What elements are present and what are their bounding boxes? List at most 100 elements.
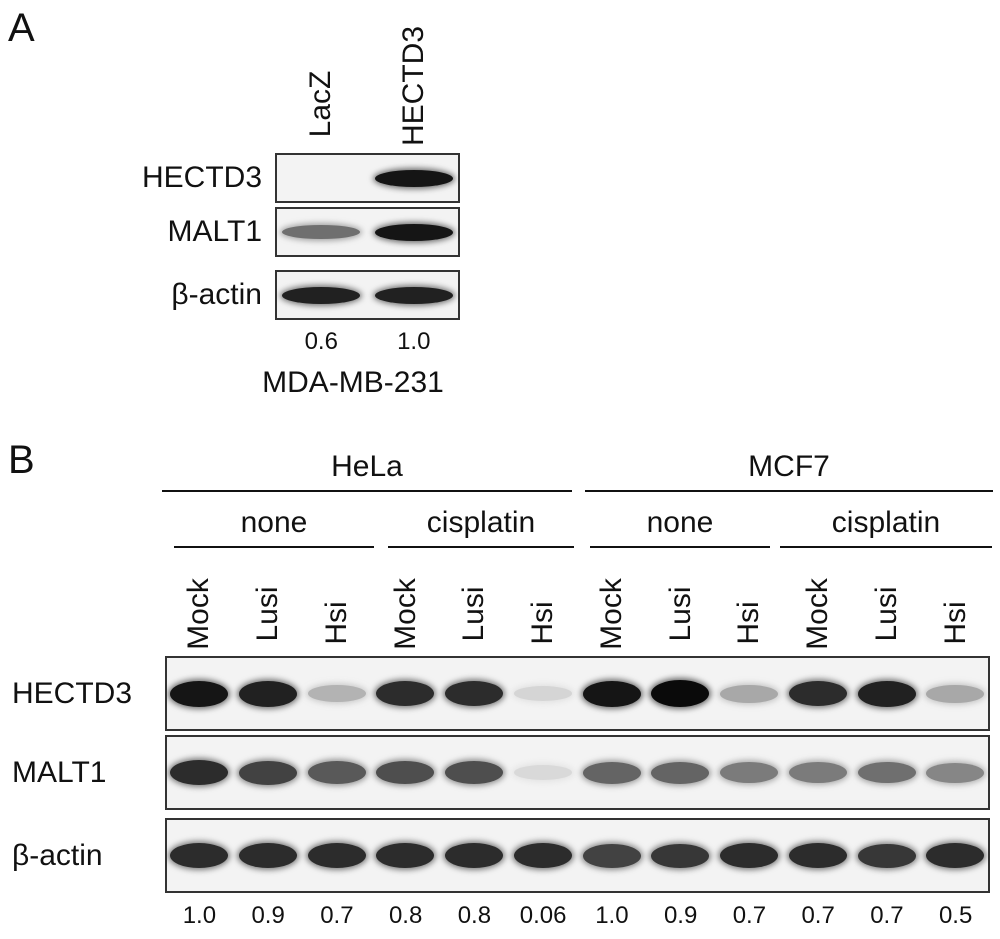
panel-a-row-label: MALT1 <box>167 215 262 248</box>
panel-b-lane <box>234 820 303 891</box>
panel-b-band <box>170 681 228 707</box>
panel-b-quant-value: 0.7 <box>870 902 904 929</box>
panel-b-quant-value: 1.0 <box>595 902 629 929</box>
panel-b-band <box>788 762 847 783</box>
panel-b-band <box>651 762 710 784</box>
panel-a-lane <box>277 272 368 318</box>
panel-b-blot-strip <box>165 735 990 810</box>
panel-a-letter: A <box>8 6 35 50</box>
panel-b-lane <box>440 820 509 891</box>
panel-b-band <box>376 681 435 706</box>
panel-b-lane-label: Lusi <box>251 586 285 642</box>
panel-b-lane <box>303 820 372 891</box>
panel-b-lane-label: Lusi <box>457 586 491 642</box>
panel-b-lane <box>784 737 853 808</box>
panel-b-band <box>238 681 297 707</box>
panel-b-band <box>582 681 641 707</box>
panel-b-lane-label: Hsi <box>938 600 972 645</box>
panel-a-lane <box>277 209 368 255</box>
panel-b-lane <box>646 820 715 891</box>
panel-b-quant-value: 0.06 <box>519 902 567 929</box>
panel-b-lane <box>853 658 922 729</box>
panel-b-quant-value: 0.7 <box>320 902 354 929</box>
panel-b-lane <box>715 820 784 891</box>
panel-b-band <box>307 761 366 784</box>
panel-b-band <box>857 762 916 783</box>
panel-a-row-label: β-actin <box>171 278 262 311</box>
panel-b-lane <box>234 737 303 808</box>
panel-b-quant-value: 0.7 <box>801 902 835 929</box>
panel-b-treatment-bracket <box>780 546 992 548</box>
panel-a-lane-label: LacZ <box>304 70 338 138</box>
panel-b-lane-label: Lusi <box>869 586 903 642</box>
panel-a-blot-strip <box>275 207 460 257</box>
panel-b-lane-label: Hsi <box>526 600 560 645</box>
panel-b-band <box>651 844 710 868</box>
panel-b-lane <box>509 820 578 891</box>
panel-b-lane <box>646 737 715 808</box>
panel-b-lane <box>234 658 303 729</box>
panel-b-treatment-label: cisplatin <box>831 506 941 539</box>
panel-b-lane <box>578 658 647 729</box>
panel-a-band <box>282 225 360 239</box>
panel-b-band <box>926 843 985 868</box>
panel-b-row-label: β-actin <box>12 838 103 872</box>
panel-b-lane <box>921 737 988 808</box>
panel-b-band <box>720 685 778 703</box>
panel-b-band <box>445 761 503 784</box>
panel-b-lane <box>646 658 715 729</box>
panel-b-quant-value: 0.9 <box>663 902 698 929</box>
panel-b-treatment-bracket <box>174 546 374 548</box>
panel-b-lane <box>715 658 784 729</box>
panel-b-row-label: HECTD3 <box>12 676 133 710</box>
panel-b-lane <box>578 820 647 891</box>
panel-b-band <box>857 844 916 868</box>
panel-b-lane <box>853 737 922 808</box>
panel-b-treatment-label: none <box>646 506 714 539</box>
panel-b-lane <box>578 737 647 808</box>
panel-b-quant-value: 0.5 <box>938 902 973 929</box>
panel-b-lane <box>921 658 988 729</box>
panel-a-band <box>282 287 360 304</box>
panel-b-lane-label: Mock <box>388 578 422 650</box>
panel-b-lane <box>167 658 234 729</box>
panel-b-lane <box>784 658 853 729</box>
panel-b-quant-value: 0.7 <box>732 902 767 929</box>
panel-b-treatment-label: cisplatin <box>426 506 536 539</box>
panel-a-lane-label: HECTD3 <box>396 25 430 147</box>
panel-b-lane <box>371 737 440 808</box>
panel-a-band <box>374 287 453 304</box>
panel-b-lane <box>921 820 988 891</box>
panel-b-quant-value: 0.9 <box>251 902 285 929</box>
panel-b-band <box>788 843 847 868</box>
panel-b-band <box>582 762 641 784</box>
panel-b-band <box>788 681 847 706</box>
panel-b-quant-value: 0.8 <box>388 902 423 929</box>
panel-a-cell-line: MDA-MB-231 <box>262 366 444 399</box>
panel-a-blot-strip <box>275 270 460 320</box>
panel-b-treatment-bracket <box>388 546 574 548</box>
panel-b-band <box>582 844 641 868</box>
panel-a-lane <box>368 272 459 318</box>
panel-b-band <box>445 843 503 868</box>
panel-b-cell-line-bracket <box>162 490 572 492</box>
panel-b-lane <box>371 820 440 891</box>
panel-b-band <box>307 843 366 868</box>
panel-b-lane-label: Mock <box>801 578 835 650</box>
panel-a-quant-value: 1.0 <box>397 328 431 355</box>
panel-b-quant-value: 0.8 <box>457 902 492 929</box>
panel-b-lane <box>784 820 853 891</box>
panel-b-band <box>926 763 985 783</box>
panel-b-band <box>376 843 435 868</box>
panel-a-row-label: HECTD3 <box>141 161 262 194</box>
panel-b-treatment-label: none <box>240 506 308 539</box>
panel-b-lane-label: Mock <box>182 578 216 650</box>
panel-b-cell-line-bracket <box>585 490 993 492</box>
panel-b-lane <box>509 737 578 808</box>
panel-b-cell-line-label: MCF7 <box>748 450 830 483</box>
panel-b-band <box>513 765 572 780</box>
panel-b-lane <box>853 820 922 891</box>
panel-b-band <box>307 685 366 702</box>
panel-b-lane-label: Lusi <box>663 586 697 642</box>
panel-b-lane-label: Mock <box>594 578 628 650</box>
